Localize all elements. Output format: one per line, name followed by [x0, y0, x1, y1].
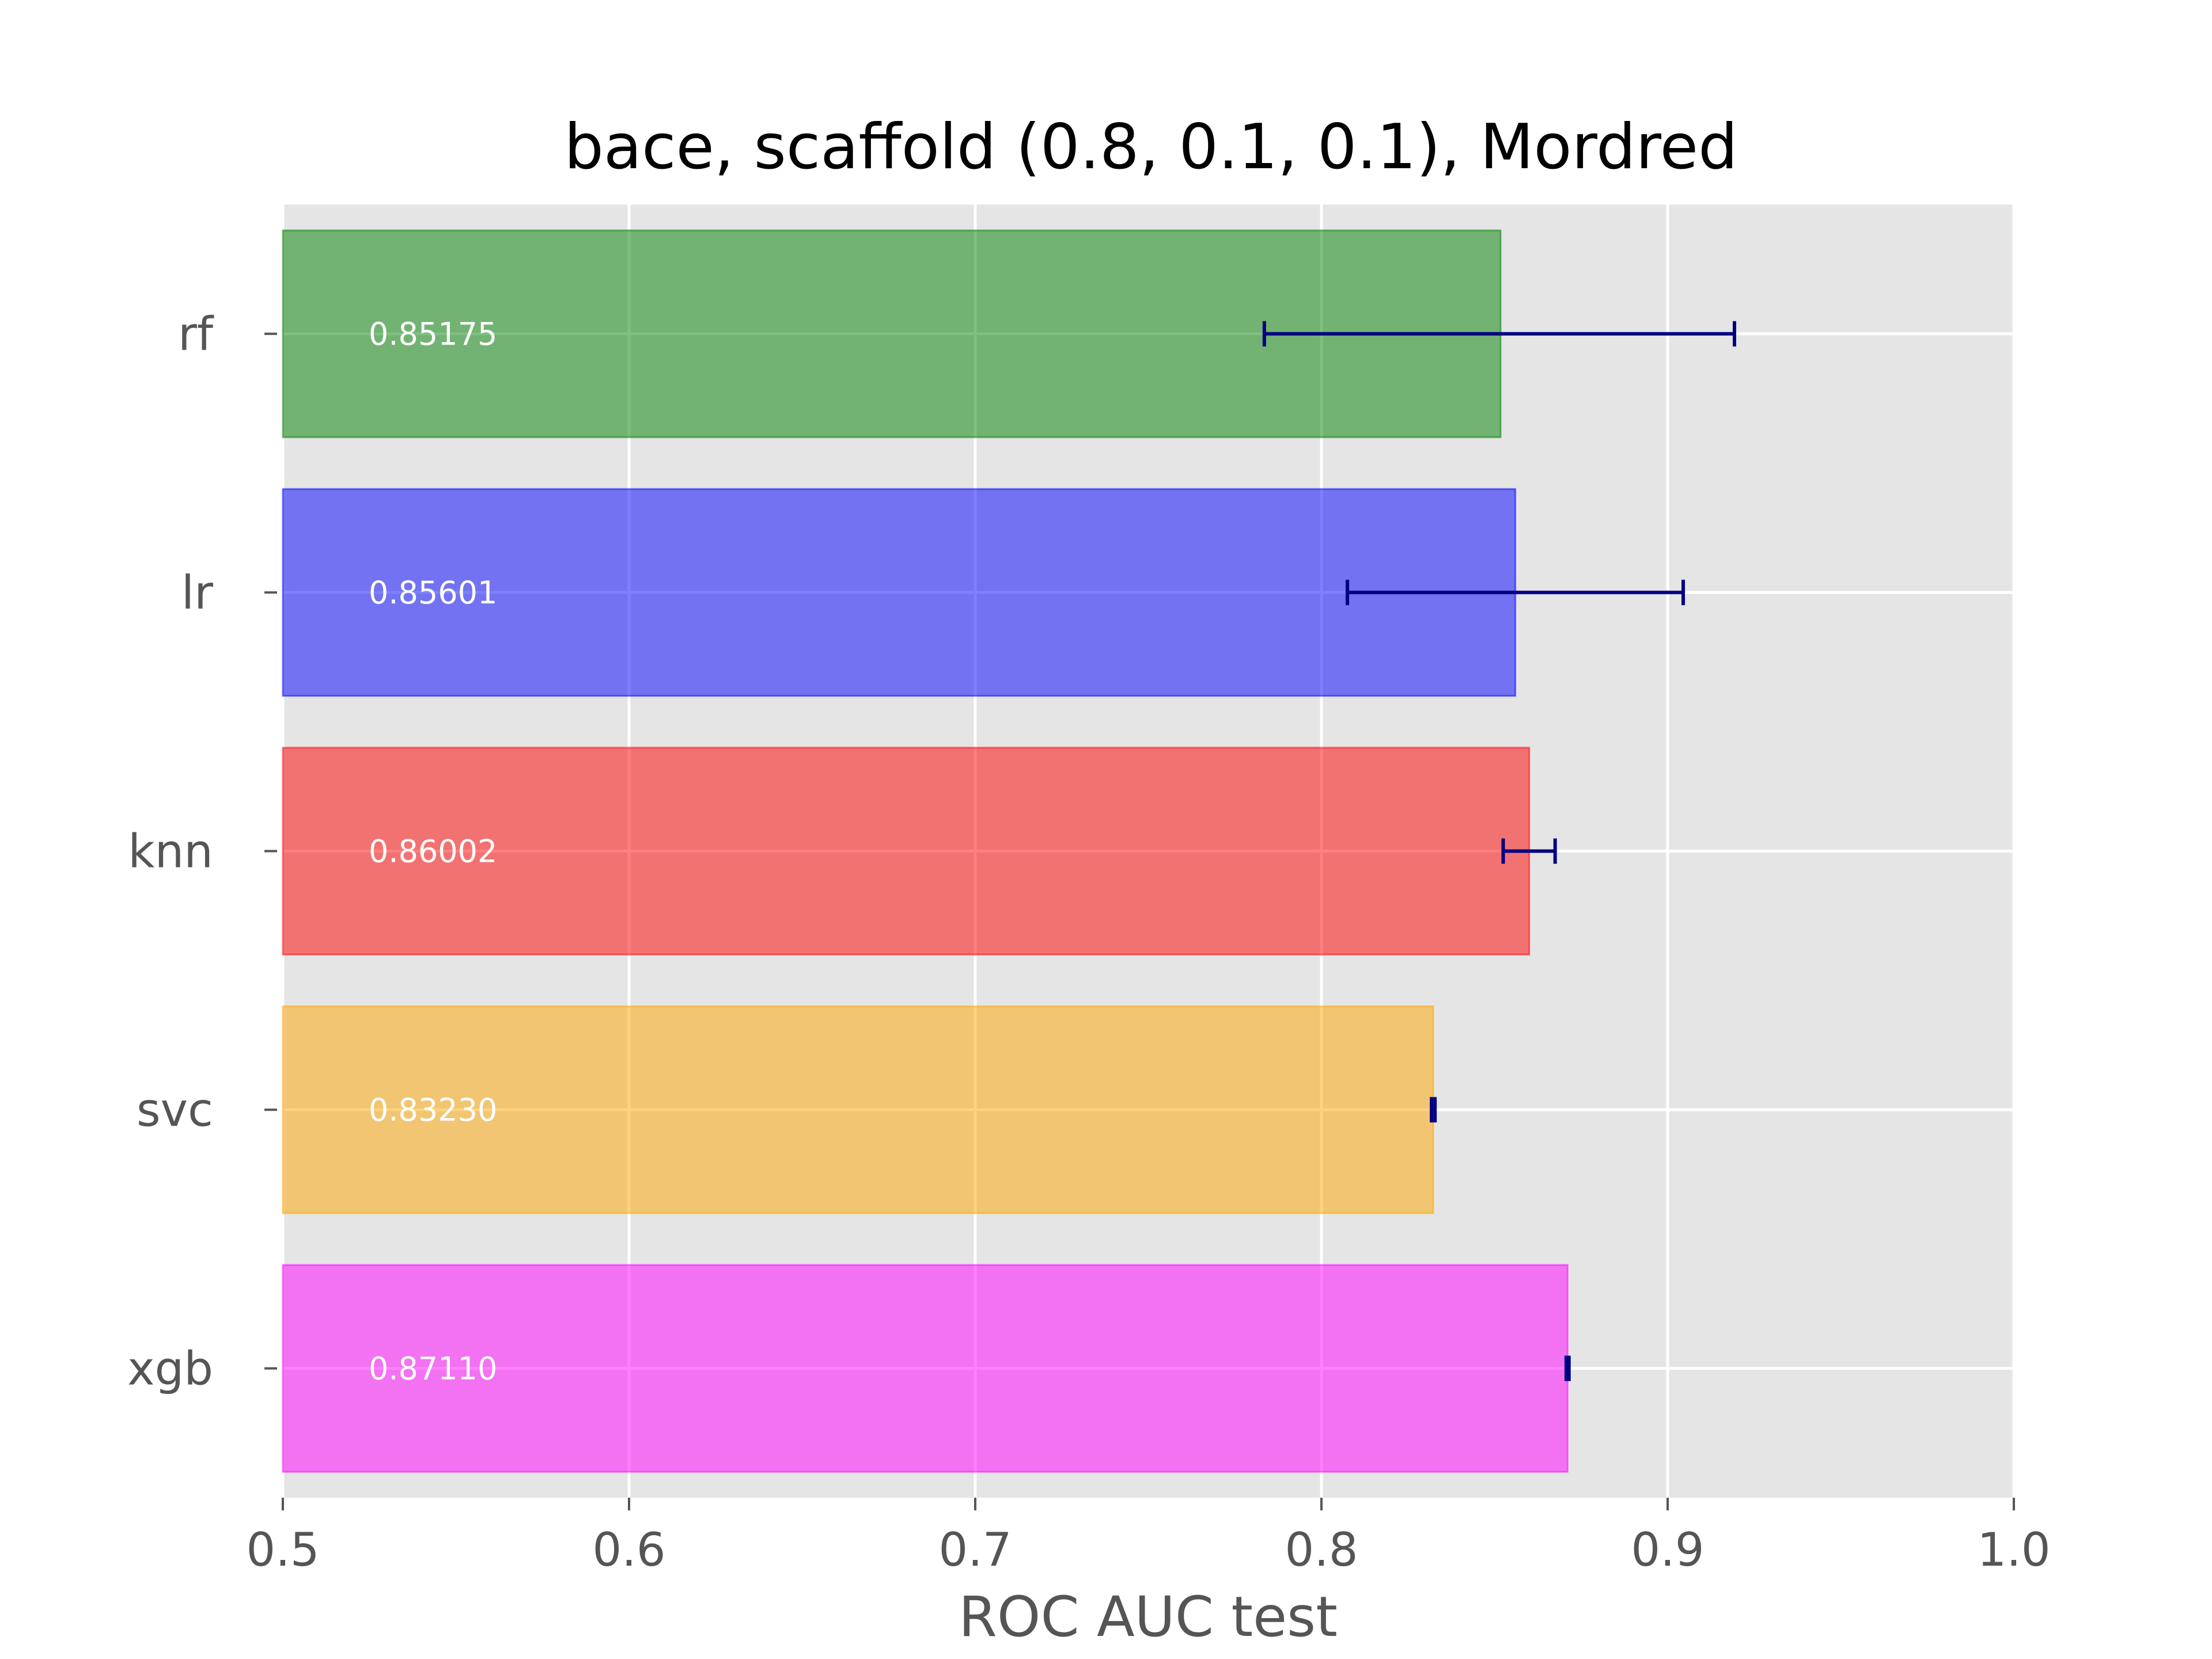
value-label-svc: 0.83230 [369, 1092, 497, 1128]
y-tick-label-rf: rf [178, 308, 214, 361]
x-tick-label: 0.7 [938, 1523, 1012, 1577]
y-tick-label-svc: svc [137, 1084, 213, 1137]
bar-value-labels: 0.85175 0.85601 0.86002 0.83230 0.87110 [369, 316, 497, 1387]
x-tick-label: 1.0 [1977, 1523, 2050, 1577]
x-tick-label: 0.9 [1631, 1523, 1704, 1577]
y-tick-label-lr: lr [181, 566, 213, 620]
x-axis-label: ROC AUC test [959, 1585, 1338, 1649]
x-tick-label: 0.5 [246, 1523, 319, 1577]
x-tick-label: 0.8 [1285, 1523, 1358, 1577]
bar-xgb [282, 1264, 1569, 1473]
bar-knn [282, 747, 1531, 956]
value-label-lr: 0.85601 [369, 575, 497, 611]
chart-title: bace, scaffold (0.8, 0.1, 0.1), Mordred [564, 111, 1737, 183]
x-tick-label: 0.6 [592, 1523, 665, 1577]
value-label-knn: 0.86002 [369, 834, 497, 870]
value-label-rf: 0.85175 [369, 316, 497, 353]
y-tick-label-knn: knn [128, 825, 213, 878]
error-bars [1262, 321, 1736, 1381]
y-tick-label-xgb: xgb [127, 1342, 213, 1396]
x-axis: 0.5 0.6 0.7 0.8 0.9 1.0 [246, 1498, 2051, 1577]
value-label-xgb: 0.87110 [369, 1351, 497, 1387]
y-axis: rf lr knn svc xgb [127, 308, 277, 1396]
